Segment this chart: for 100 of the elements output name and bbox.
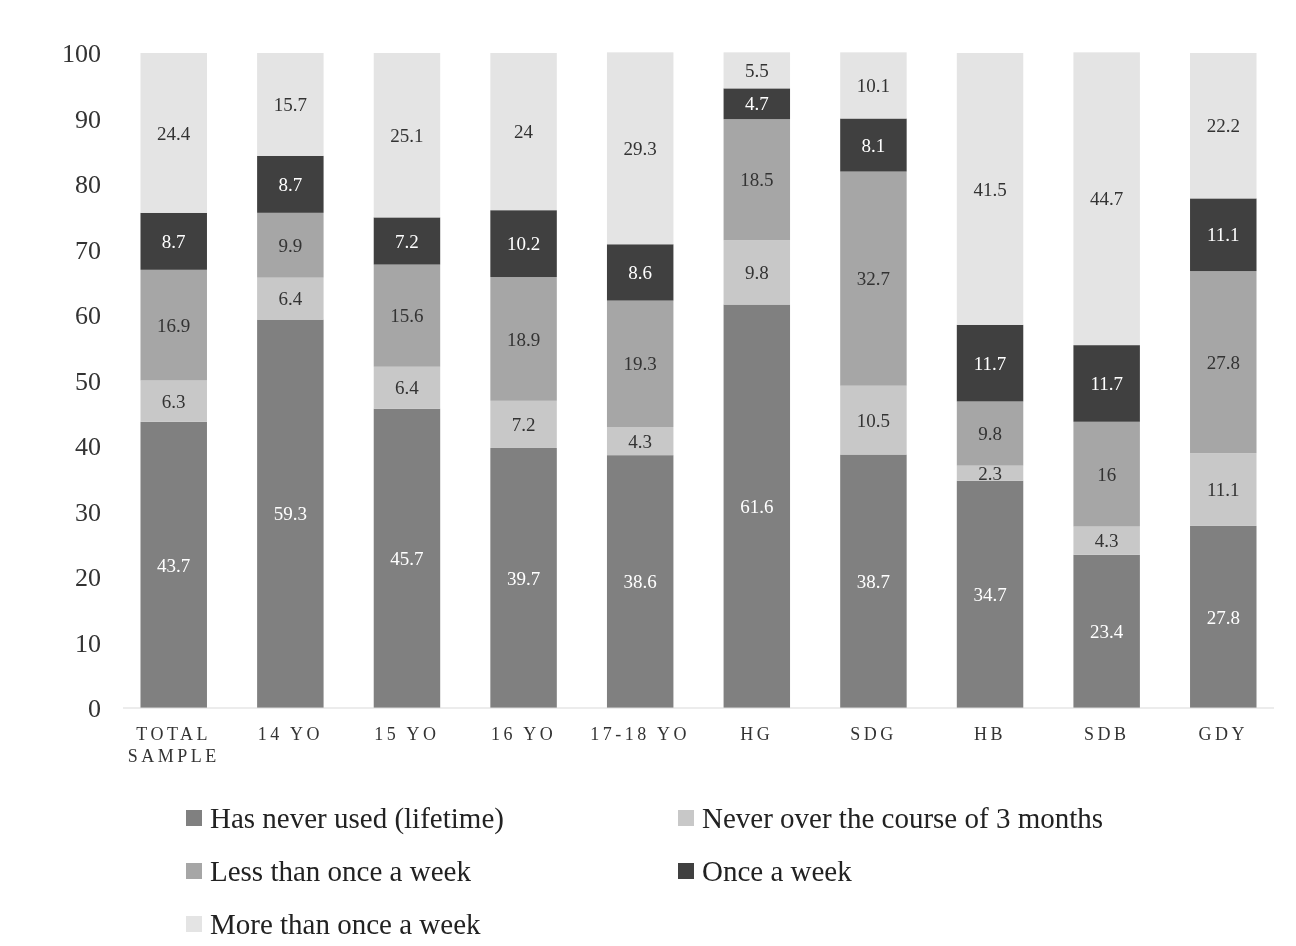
data-label: 10.5 (856, 409, 891, 431)
data-label: 39.7 (506, 567, 541, 589)
data-label: 6.4 (278, 288, 303, 310)
data-label: 4.3 (1094, 530, 1119, 552)
data-label: 25.1 (390, 124, 424, 146)
data-label: 32.7 (856, 268, 891, 290)
bar (606, 300, 674, 428)
data-label: 10.2 (506, 233, 541, 255)
bar (373, 408, 441, 708)
bar (723, 240, 791, 305)
y-tick-label: 30 (75, 497, 101, 527)
bar (1073, 421, 1140, 527)
bar (257, 212, 324, 278)
bar (956, 401, 1024, 466)
bar (140, 269, 207, 381)
bar (490, 53, 557, 211)
data-label: 11.7 (1090, 373, 1123, 395)
bar (373, 366, 441, 409)
data-label: 38.6 (623, 571, 657, 593)
bar (606, 52, 674, 245)
data-label: 16 (1097, 463, 1117, 485)
y-tick-label: 20 (75, 563, 101, 593)
data-label: 5.5 (744, 60, 769, 82)
bar (1190, 53, 1257, 199)
bar (606, 455, 674, 708)
data-label: 24 (514, 121, 534, 143)
bar (840, 118, 907, 172)
bar (257, 319, 324, 708)
bar (140, 380, 207, 422)
bar (723, 304, 791, 708)
data-label: 4.3 (628, 430, 653, 452)
data-label: 9.8 (744, 262, 769, 284)
data-label: 6.4 (395, 377, 420, 399)
x-tick-label: SDG (850, 724, 897, 744)
bar (140, 421, 207, 708)
y-tick-label: 10 (75, 628, 101, 658)
bar (956, 53, 1024, 325)
data-label: 24.4 (157, 122, 191, 144)
bar (140, 53, 207, 213)
data-label: 6.3 (161, 390, 186, 412)
data-label: 18.5 (740, 169, 774, 191)
data-label: 23.4 (1090, 621, 1124, 643)
bar (490, 277, 557, 401)
data-label: 9.9 (278, 234, 303, 256)
bar (840, 454, 907, 708)
bar (373, 53, 441, 218)
data-label: 8.7 (161, 230, 186, 252)
data-label: 7.2 (395, 230, 419, 252)
bar (257, 53, 324, 156)
bar (840, 52, 907, 119)
legend-label: Has never used (lifetime) (210, 802, 504, 836)
x-tick-label: GDY (1198, 724, 1249, 744)
data-label: 44.7 (1090, 188, 1124, 210)
y-tick-label: 70 (75, 235, 101, 265)
x-tick-label: 15 YO (374, 724, 440, 744)
data-label: 29.3 (623, 137, 657, 159)
data-label: 8.6 (628, 262, 653, 284)
bar (723, 52, 791, 89)
bar (257, 277, 324, 320)
legend-label: Once a week (702, 855, 853, 888)
legend-label: Less than once a week (210, 855, 472, 888)
data-label: 10.1 (856, 75, 891, 97)
bar (956, 324, 1024, 402)
bar (606, 244, 674, 301)
x-tick-label: 16 YO (490, 724, 557, 744)
y-tick-label: 0 (88, 694, 101, 724)
x-tick-label: SDB (1083, 724, 1130, 744)
data-label: 11.7 (973, 352, 1007, 374)
y-tick-label: 50 (75, 366, 101, 396)
bar (1073, 52, 1140, 346)
data-label: 43.7 (157, 554, 191, 576)
y-tick-label: 40 (75, 432, 101, 462)
bar (373, 217, 441, 265)
bar (373, 264, 441, 367)
bar (1190, 453, 1257, 526)
data-label: 38.7 (856, 570, 891, 592)
x-tick-label: HB (974, 724, 1007, 744)
legend-label: More than once a week (210, 908, 482, 941)
data-label: 8.7 (278, 173, 303, 195)
data-label: 9.8 (978, 423, 1002, 445)
data-label: 7.2 (511, 414, 536, 436)
x-tick-label: 17-18 YO (590, 724, 691, 744)
data-label: 18.9 (506, 328, 541, 350)
bar (723, 88, 791, 120)
y-tick-label: 80 (75, 170, 101, 200)
bar (490, 400, 557, 448)
bar (1073, 345, 1140, 422)
data-label: 41.5 (973, 178, 1007, 200)
bar (956, 480, 1024, 708)
data-label: 27.8 (1206, 351, 1240, 373)
data-label: 61.6 (740, 495, 774, 517)
bar (1190, 525, 1257, 708)
bar (1073, 554, 1140, 708)
data-label: 8.1 (861, 134, 886, 156)
bar (606, 427, 674, 456)
data-label: 4.7 (744, 93, 769, 115)
data-label: 15.7 (273, 94, 307, 116)
bar (1073, 526, 1140, 555)
bar (723, 119, 791, 241)
bar (1190, 271, 1257, 454)
